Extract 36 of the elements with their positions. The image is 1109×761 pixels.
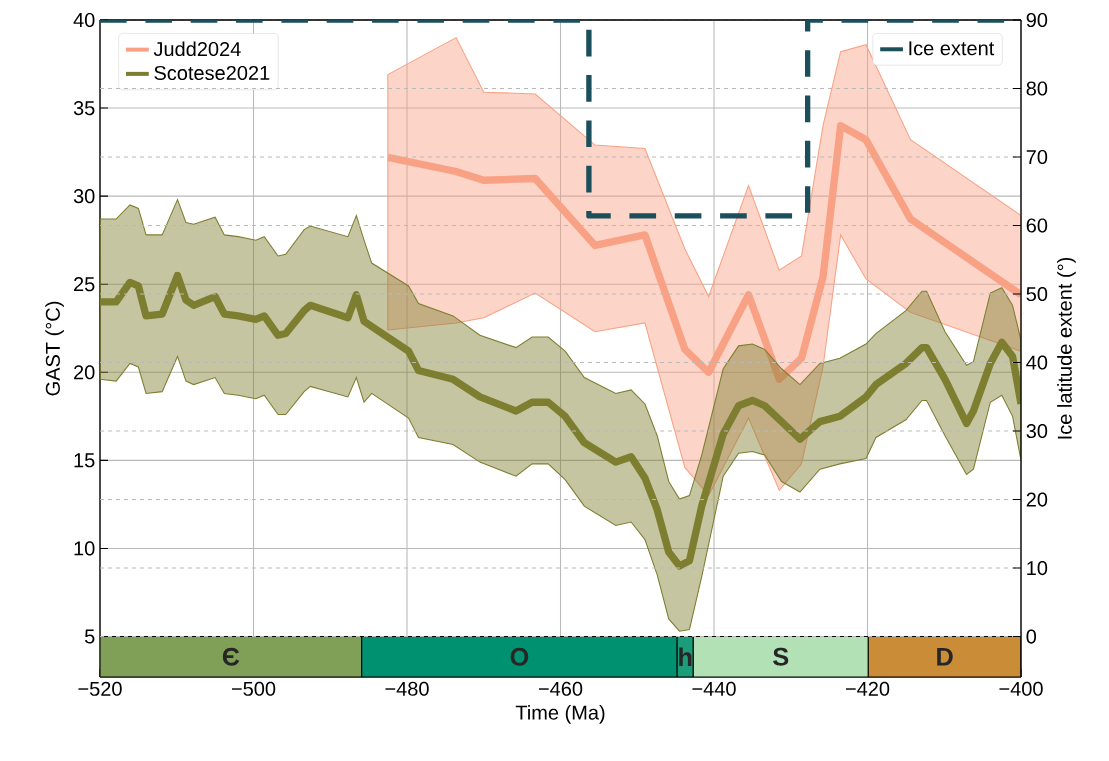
x-tick-label: −480 xyxy=(385,681,429,696)
x-tick-label: −500 xyxy=(231,681,276,696)
y2-tick-label: 70 xyxy=(1026,149,1048,165)
x-tick-label: −420 xyxy=(845,681,890,696)
y2-tick-label: 10 xyxy=(1027,560,1048,576)
y2-tick-label: 20 xyxy=(1026,492,1048,507)
y-tick-label: 10 xyxy=(74,541,95,556)
legend-label: Judd2024 xyxy=(153,41,241,57)
band-label: Є xyxy=(222,647,240,666)
y-tick-label: 20 xyxy=(74,365,95,380)
legend-label: Ice extent xyxy=(909,41,995,56)
y-tick-label: 30 xyxy=(73,189,95,204)
legend-label: Scotese2021 xyxy=(154,65,270,81)
y2-tick-label: 90 xyxy=(1026,12,1048,28)
y2-axis-title: Ice latitude extent (°) xyxy=(1057,257,1076,439)
y-tick-label: 35 xyxy=(73,100,95,116)
y2-tick-label: 40 xyxy=(1026,355,1048,370)
band-label: S xyxy=(773,647,789,666)
y-tick-label: 25 xyxy=(74,277,95,292)
y2-tick-label: 0 xyxy=(1026,629,1037,644)
y-tick-label: 5 xyxy=(84,629,95,644)
y-tick-label: 40 xyxy=(73,12,95,28)
x-tick-label: −520 xyxy=(78,681,122,696)
y2-tick-label: 60 xyxy=(1026,218,1048,233)
y-axis-title: GAST (°C) xyxy=(45,301,64,396)
band-label: h xyxy=(679,647,692,666)
band-label: O xyxy=(510,647,529,666)
y-tick-label: 15 xyxy=(74,453,95,468)
band-label: D xyxy=(937,648,953,666)
x-tick-label: −400 xyxy=(999,681,1043,696)
x-tick-label: −440 xyxy=(692,681,736,696)
y2-tick-label: 50 xyxy=(1026,286,1048,302)
y2-tick-label: 80 xyxy=(1026,81,1048,96)
x-axis-title: Time (Ma) xyxy=(515,705,605,724)
y2-tick-label: 30 xyxy=(1026,423,1048,439)
x-tick-label: −460 xyxy=(538,681,583,696)
